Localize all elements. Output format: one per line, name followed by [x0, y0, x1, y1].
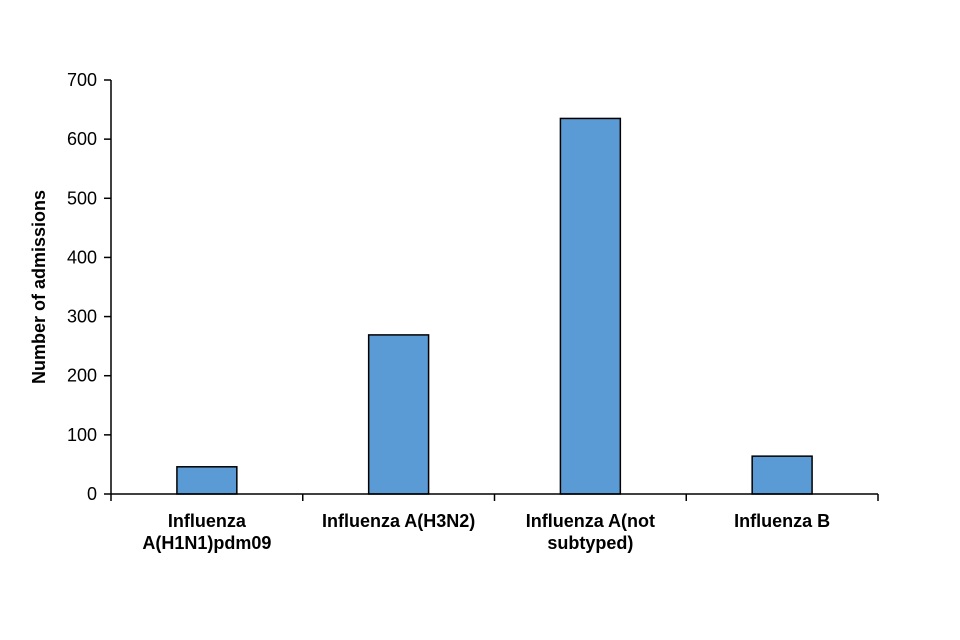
- x-category-label-2: Influenza A(not subtyped): [526, 511, 655, 553]
- bar-0: [176, 466, 238, 495]
- bar-1: [367, 334, 430, 495]
- y-tick-group: 0 100 200 300 400 500 600 700: [67, 70, 111, 504]
- y-axis-title: Number of admissions: [29, 190, 49, 384]
- y-tick-label-1: 100: [67, 425, 97, 445]
- x-category-label-3: Influenza B: [734, 511, 830, 531]
- y-tick-label-3: 300: [67, 307, 97, 327]
- y-tick-label-4: 400: [67, 247, 97, 267]
- bars-group: [176, 117, 813, 495]
- y-tick-label-0: 0: [87, 484, 97, 504]
- y-tick-label-2: 200: [67, 366, 97, 386]
- x-category-label-1: Influenza A(H3N2): [322, 511, 475, 531]
- x-category-label-0: Influenza A(H1N1)pdm09: [142, 511, 271, 553]
- bar-3: [751, 455, 813, 495]
- bar-2: [559, 117, 622, 495]
- y-tick-label-5: 500: [67, 188, 97, 208]
- x-category-label-group: Influenza A(H1N1)pdm09 Influenza A(H3N2) In…: [142, 511, 830, 553]
- y-tick-label-7: 700: [67, 70, 97, 90]
- axes-group: [110, 80, 879, 501]
- y-tick-label-6: 600: [67, 129, 97, 149]
